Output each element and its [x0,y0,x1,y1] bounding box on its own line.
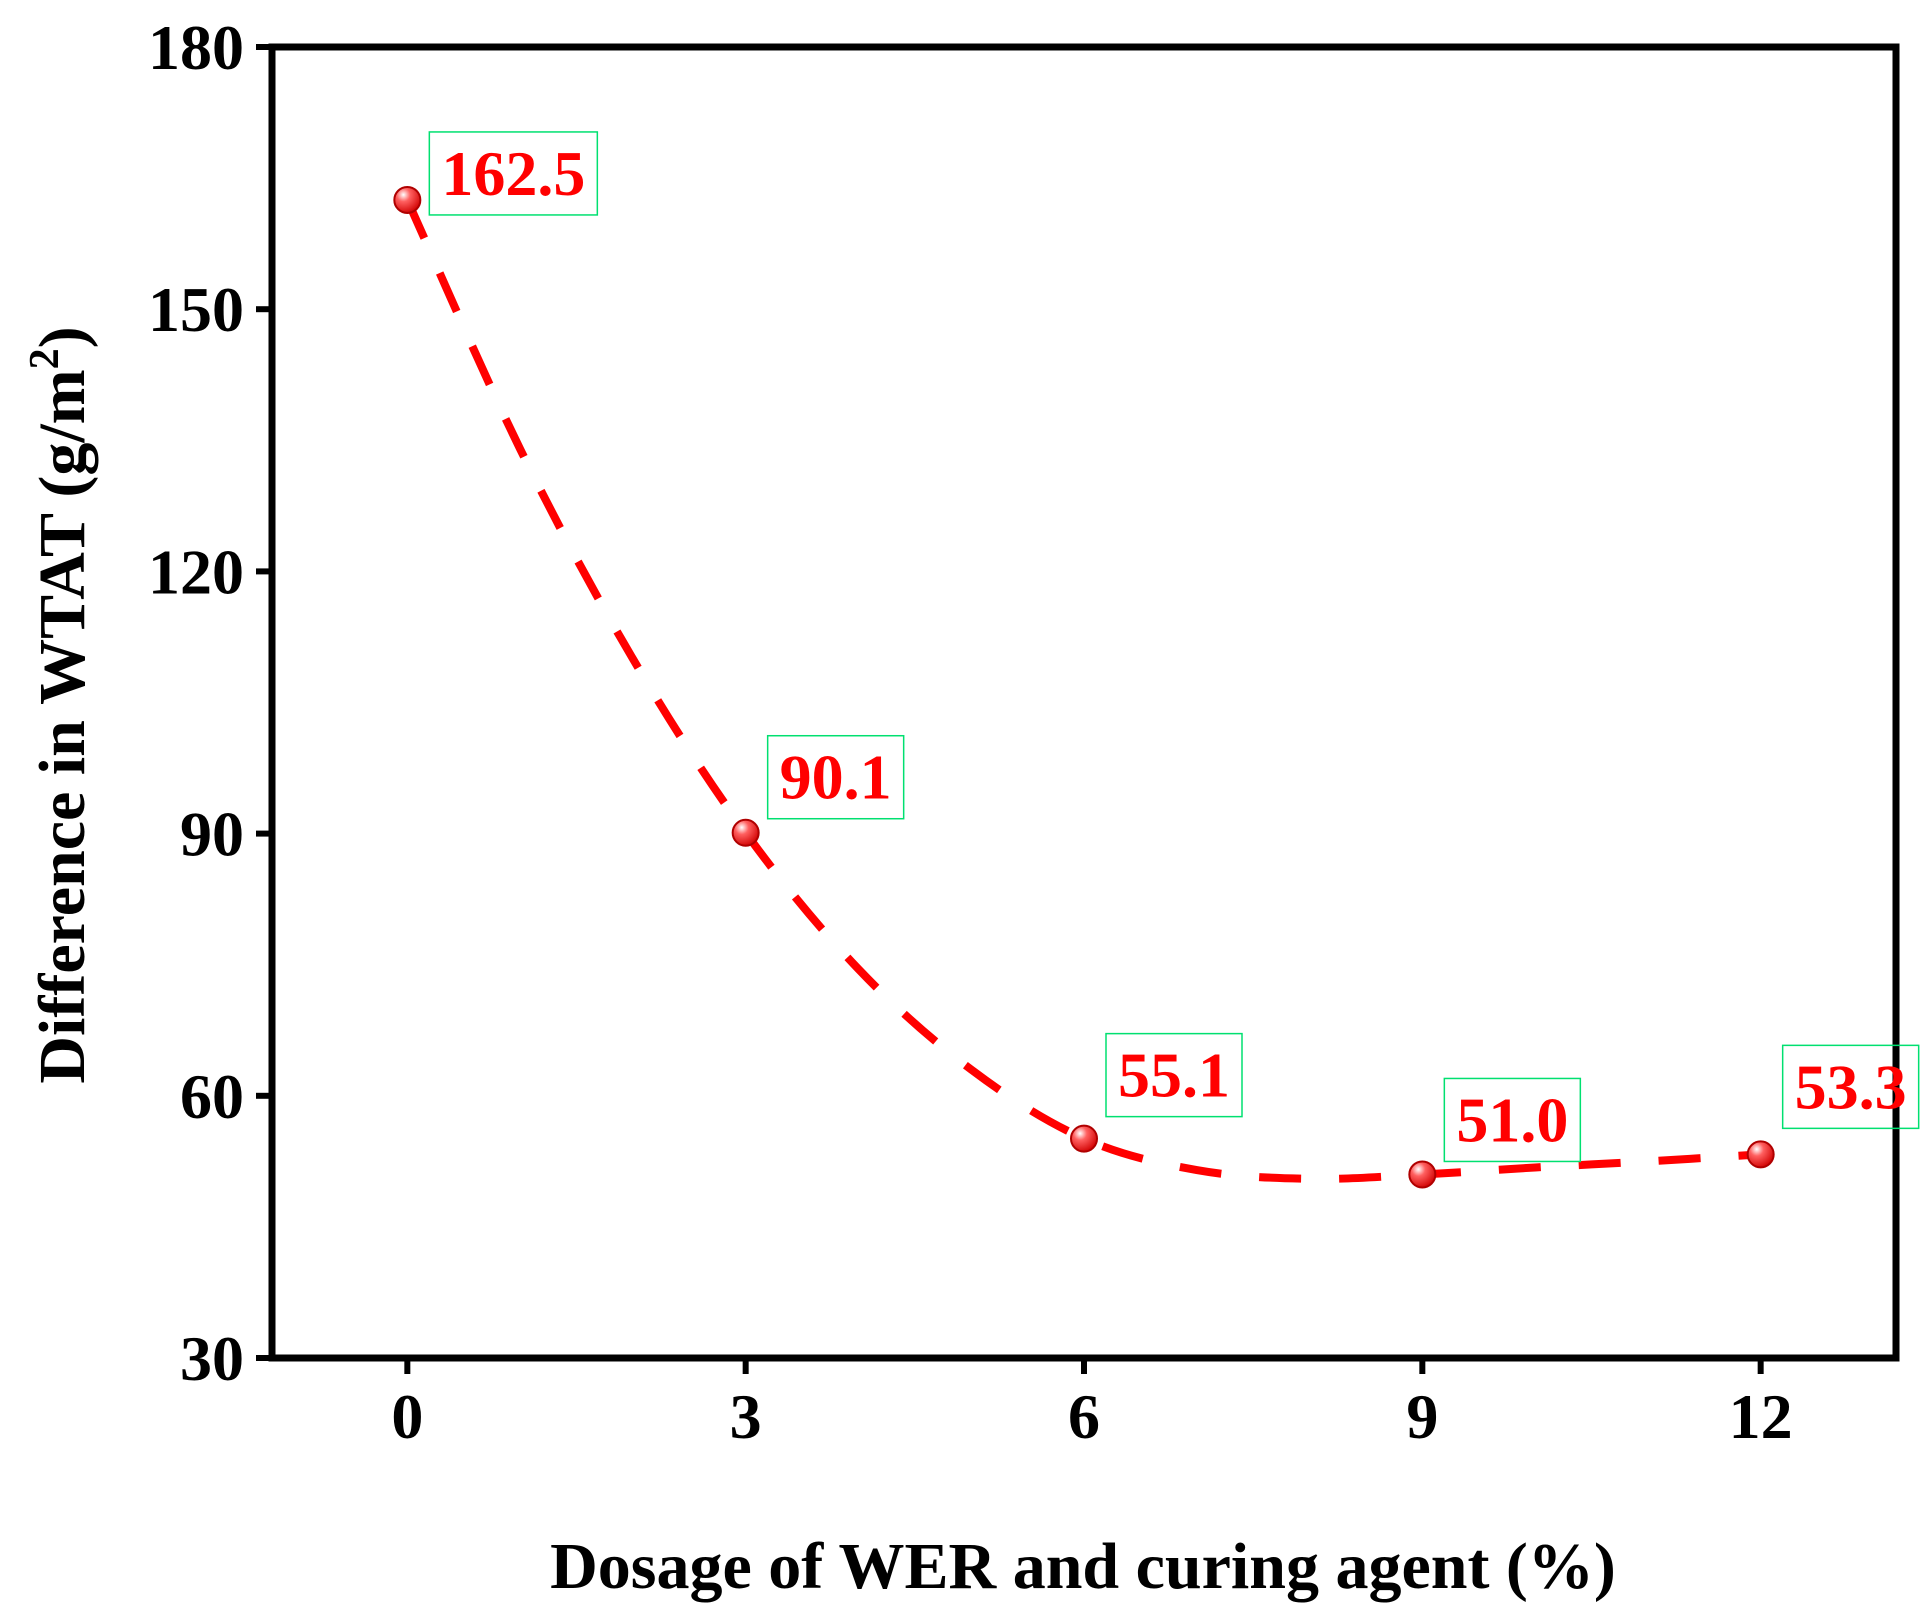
y-tick-label: 30 [180,1323,244,1394]
data-label: 90.1 [780,742,892,813]
x-tick-label: 0 [391,1381,423,1452]
data-points-layer [393,185,1775,1189]
x-tick-label: 3 [730,1381,762,1452]
y-tick-label: 120 [148,536,244,607]
data-point [1746,1140,1775,1169]
y-axis-title-suffix: ) [26,326,99,348]
y-axis-title: Difference in WTAT (g/m2) [22,326,99,1083]
fit-curve-layer [403,198,1761,1183]
data-label-box [1105,1032,1243,1118]
y-axis-title-superscript: 2 [22,348,68,369]
x-axis-title: Dosage of WER and curing agent (%) [550,1530,1616,1603]
ticks-layer: 0 3 6 9 12 30 60 90 120 150 180 [148,12,1793,1452]
data-label-box [428,131,599,216]
fit-curve-line [403,198,1761,1183]
y-tick-label: 150 [148,274,244,345]
data-label: 55.1 [1118,1040,1230,1111]
y-tick-label: 90 [180,799,244,870]
data-label: 53.3 [1795,1051,1907,1122]
x-tick-label: 9 [1406,1381,1438,1452]
data-point [1408,1160,1437,1189]
data-label-box [1443,1077,1582,1163]
x-tick-label: 6 [1068,1381,1100,1452]
data-label: 51.0 [1456,1084,1568,1155]
data-point [731,818,760,847]
y-axis-title-prefix: Difference in WTAT (g/m [26,369,99,1083]
data-label: 162.5 [441,138,585,209]
y-tick-label: 60 [180,1061,244,1132]
axes-layer [268,43,1900,1362]
data-labels-layer: 162.5 90.1 55.1 51.0 53.3 [428,131,1920,1163]
data-label-box [1781,1044,1920,1130]
data-point [1070,1124,1098,1153]
y-tick-label: 180 [148,12,244,83]
data-point [393,185,422,214]
x-tick-label: 12 [1729,1381,1793,1452]
data-label-box [766,734,905,820]
plot-frame [268,43,1900,1362]
